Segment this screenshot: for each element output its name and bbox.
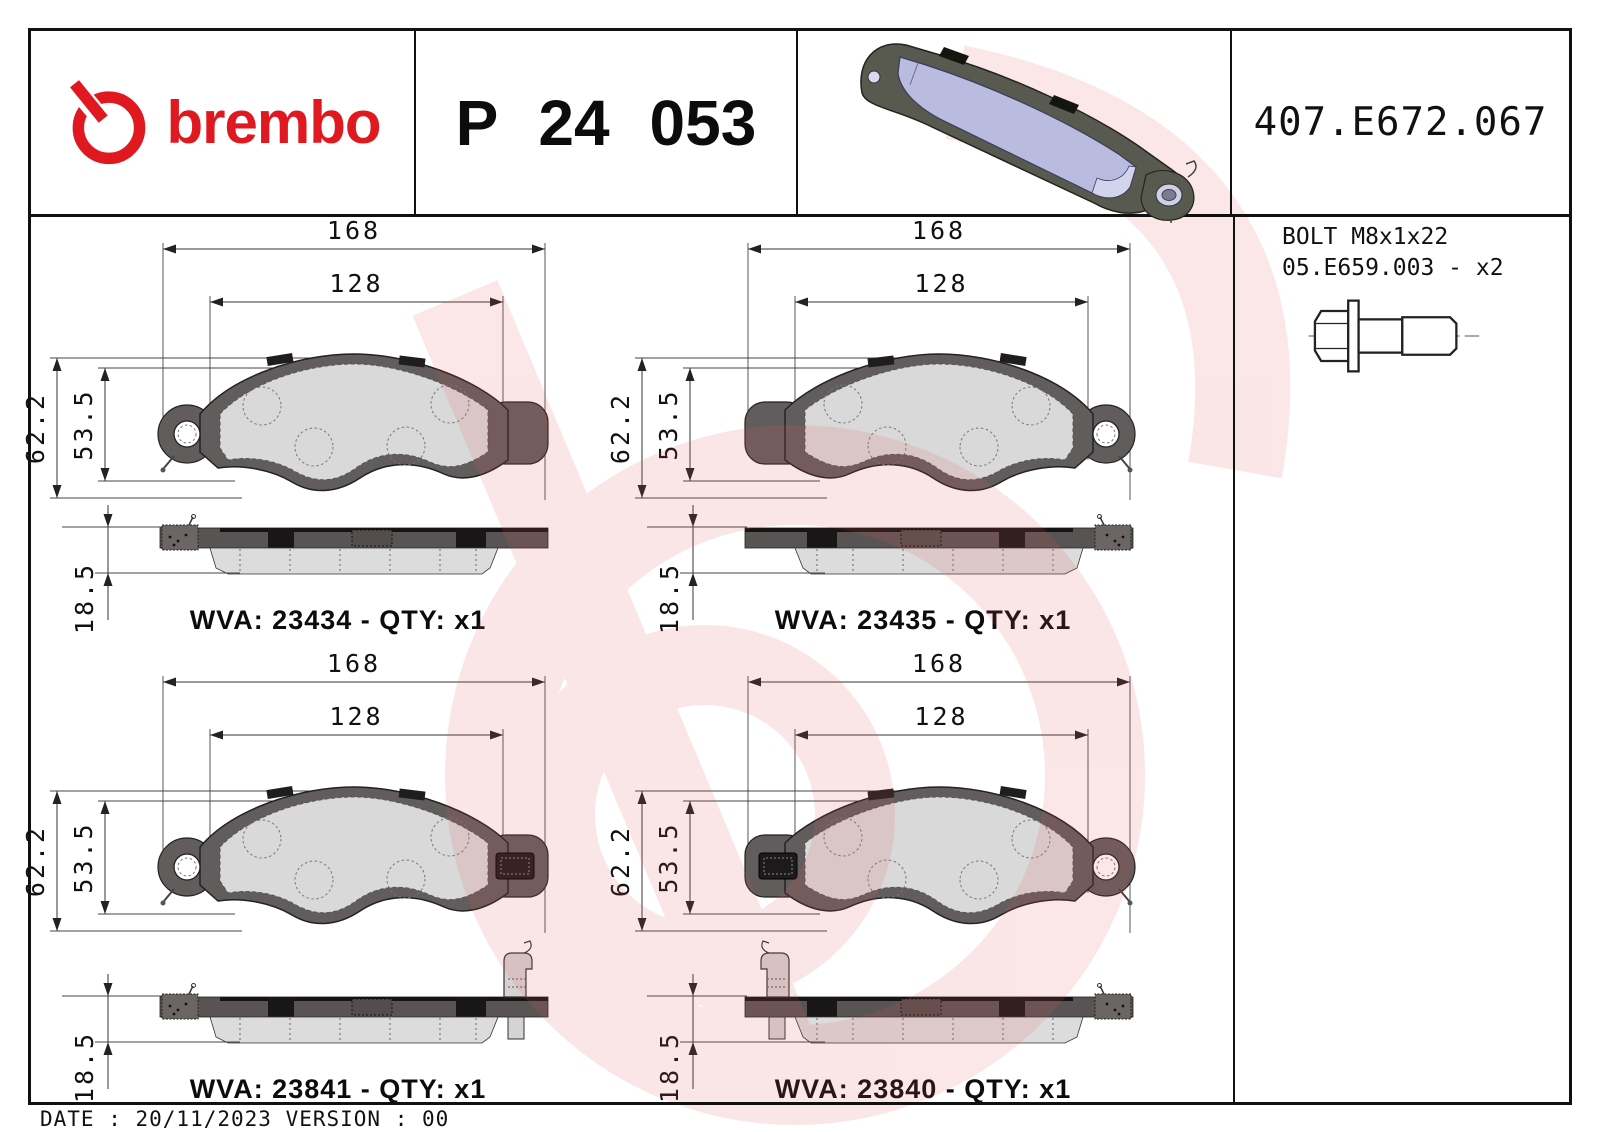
dimension-label: 168 bbox=[912, 216, 966, 245]
part-number-suffix: 053 bbox=[649, 86, 757, 159]
dimension-label: 18.5 bbox=[655, 562, 684, 634]
dimension-label: 53.5 bbox=[69, 388, 98, 460]
wva-label: WVA: 23435 - QTY: x1 bbox=[775, 605, 1072, 635]
pad-front-view bbox=[157, 353, 549, 492]
pad-front-view bbox=[744, 353, 1136, 492]
bolt-spec-line2: 05.E659.003 - x2 bbox=[1282, 255, 1504, 282]
reference-code: 407.E672.067 bbox=[1253, 100, 1548, 145]
bolt-spec: BOLT M8x1x22 05.E659.003 - x2 bbox=[1282, 222, 1504, 284]
pad-front-view bbox=[744, 786, 1136, 925]
pad-drawing-quadrant: 168 128 62.2 53.5 18.5 WVA: 23840 - QTY: x1 bbox=[606, 649, 1136, 1104]
brembo-logo-icon bbox=[64, 78, 146, 164]
dimension-label: 18.5 bbox=[655, 1031, 684, 1103]
pad-drawing-quadrant: 168 128 62.2 53.5 18.5 WVA: 23435 - QTY: x1 bbox=[606, 216, 1136, 635]
part-number-cell: P 24 053 bbox=[416, 31, 798, 214]
brake-pad-3d-image bbox=[860, 43, 1197, 223]
dimension-label: 62.2 bbox=[606, 825, 635, 897]
dimension-label: 128 bbox=[329, 269, 383, 298]
dimension-label: 62.2 bbox=[606, 392, 635, 464]
drawing-border: brembo P 24 053 bbox=[28, 28, 1572, 1105]
dimension-label: 53.5 bbox=[69, 821, 98, 893]
dimension-label: 53.5 bbox=[654, 388, 683, 460]
dimension-label: 62.2 bbox=[21, 392, 50, 464]
pad-3d-cell bbox=[798, 31, 1232, 223]
bolt-spec-line1: BOLT M8x1x22 bbox=[1282, 224, 1449, 250]
pad-drawing-quadrant: 168 128 62.2 53.5 18.5 WVA: 23841 - QTY: x1 bbox=[21, 649, 549, 1104]
pad-side-view bbox=[159, 940, 549, 1044]
date-version-line: DATE : 20/11/2023 VERSION : 00 bbox=[40, 1107, 450, 1131]
part-number: P 24 053 bbox=[456, 86, 757, 160]
dimension-label: 128 bbox=[914, 702, 968, 731]
brand-cell: brembo bbox=[31, 31, 416, 214]
pad-front-view bbox=[157, 786, 549, 925]
bolt-drawing bbox=[1308, 299, 1480, 373]
reference-code-cell: 407.E672.067 bbox=[1232, 31, 1569, 214]
wva-label: WVA: 23434 - QTY: x1 bbox=[190, 605, 487, 635]
part-number-group: 24 bbox=[538, 86, 610, 159]
wva-label: WVA: 23841 - QTY: x1 bbox=[190, 1074, 487, 1104]
dimension-label: 168 bbox=[912, 649, 966, 678]
dimension-label: 62.2 bbox=[21, 825, 50, 897]
dimension-label: 18.5 bbox=[70, 562, 99, 634]
pad-side-view bbox=[744, 514, 1134, 575]
pad-drawing-quadrant: 168 128 62.2 53.5 18.5 WVA: 23434 - QTY: x1 bbox=[21, 216, 549, 635]
dimension-label: 18.5 bbox=[70, 1031, 99, 1103]
part-number-prefix: P bbox=[455, 86, 499, 159]
wva-label: WVA: 23840 - QTY: x1 bbox=[775, 1074, 1072, 1104]
title-block: brembo P 24 053 bbox=[31, 31, 1569, 223]
dimension-label: 53.5 bbox=[654, 821, 683, 893]
brand-name: brembo bbox=[166, 88, 381, 156]
dimension-label: 128 bbox=[329, 702, 383, 731]
pad-side-view bbox=[159, 514, 549, 575]
pad-side-view bbox=[744, 940, 1134, 1044]
dimension-label: 168 bbox=[327, 649, 381, 678]
dimension-label: 168 bbox=[327, 216, 381, 245]
dimension-label: 128 bbox=[914, 269, 968, 298]
